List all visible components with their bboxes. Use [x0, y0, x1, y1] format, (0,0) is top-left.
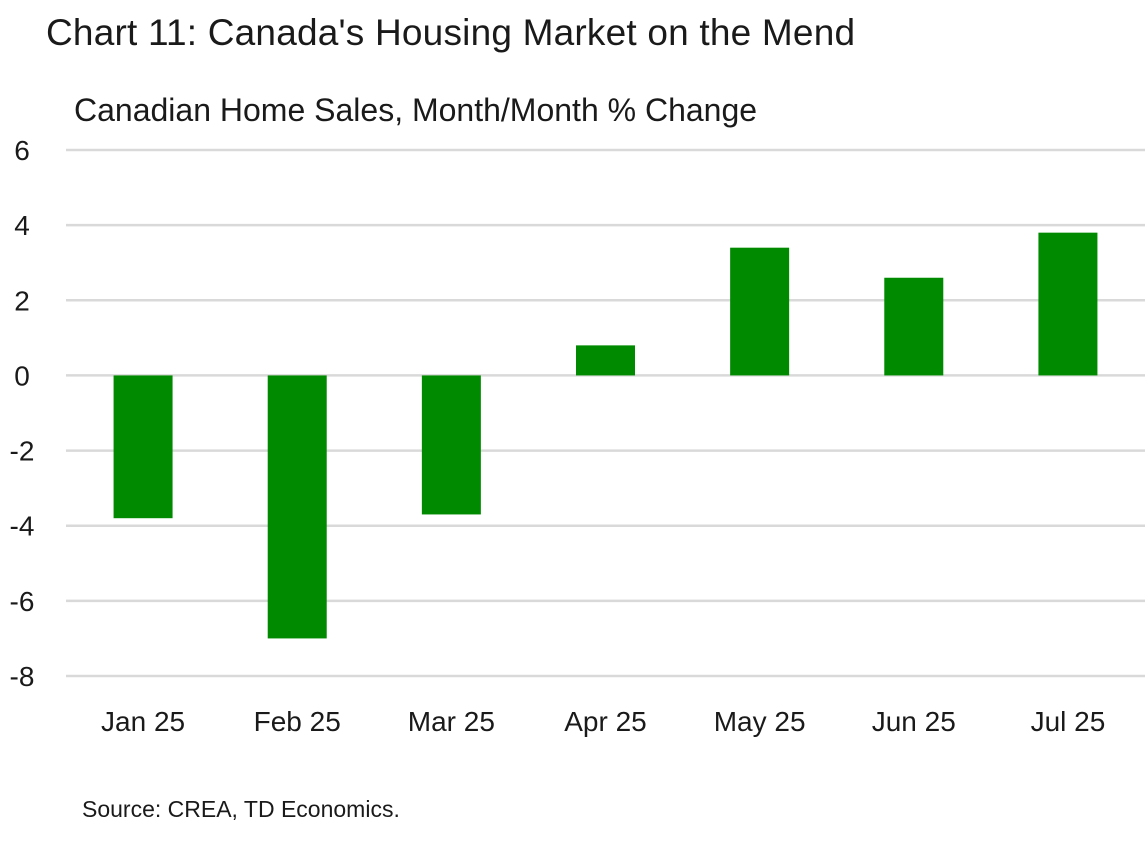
bar-jan-25 [113, 375, 173, 519]
bar-apr-25 [576, 345, 635, 376]
source-note: Source: CREA, TD Economics. [82, 796, 400, 822]
x-axis-ticks: Jan 25 Feb 25 Mar 25 Apr 25 May 25 Jun 25 Jul … [101, 706, 1105, 737]
x-tick-label: Mar 25 [408, 706, 495, 737]
x-tick-label: Jan 25 [101, 706, 185, 737]
gridlines [66, 148, 1145, 678]
y-tick-label: -8 [10, 661, 35, 692]
y-tick-label: -2 [10, 436, 35, 467]
bar-feb-25 [267, 375, 327, 639]
bar-jul-25 [1038, 232, 1098, 376]
chart-subtitle: Canadian Home Sales, Month/Month % Chang… [74, 92, 758, 128]
chart-title: Chart 11: Canada's Housing Market on the… [46, 12, 856, 53]
bars [113, 232, 1098, 639]
y-tick-label: 6 [14, 135, 30, 166]
bar-mar-25 [421, 375, 481, 515]
bar-jun-25 [884, 277, 944, 376]
y-tick-label: -6 [10, 586, 35, 617]
y-tick-label: -4 [10, 511, 35, 542]
x-tick-label: Apr 25 [564, 706, 647, 737]
bar-may-25 [730, 247, 790, 376]
x-tick-label: Jun 25 [872, 706, 956, 737]
y-tick-label: 0 [14, 360, 30, 391]
y-tick-label: 4 [14, 210, 30, 241]
y-tick-label: 2 [14, 285, 30, 316]
x-tick-label: May 25 [714, 706, 806, 737]
y-axis-ticks: 6 4 2 0 -2 -4 -6 -8 [10, 135, 35, 692]
x-tick-label: Jul 25 [1031, 706, 1106, 737]
x-tick-label: Feb 25 [254, 706, 341, 737]
